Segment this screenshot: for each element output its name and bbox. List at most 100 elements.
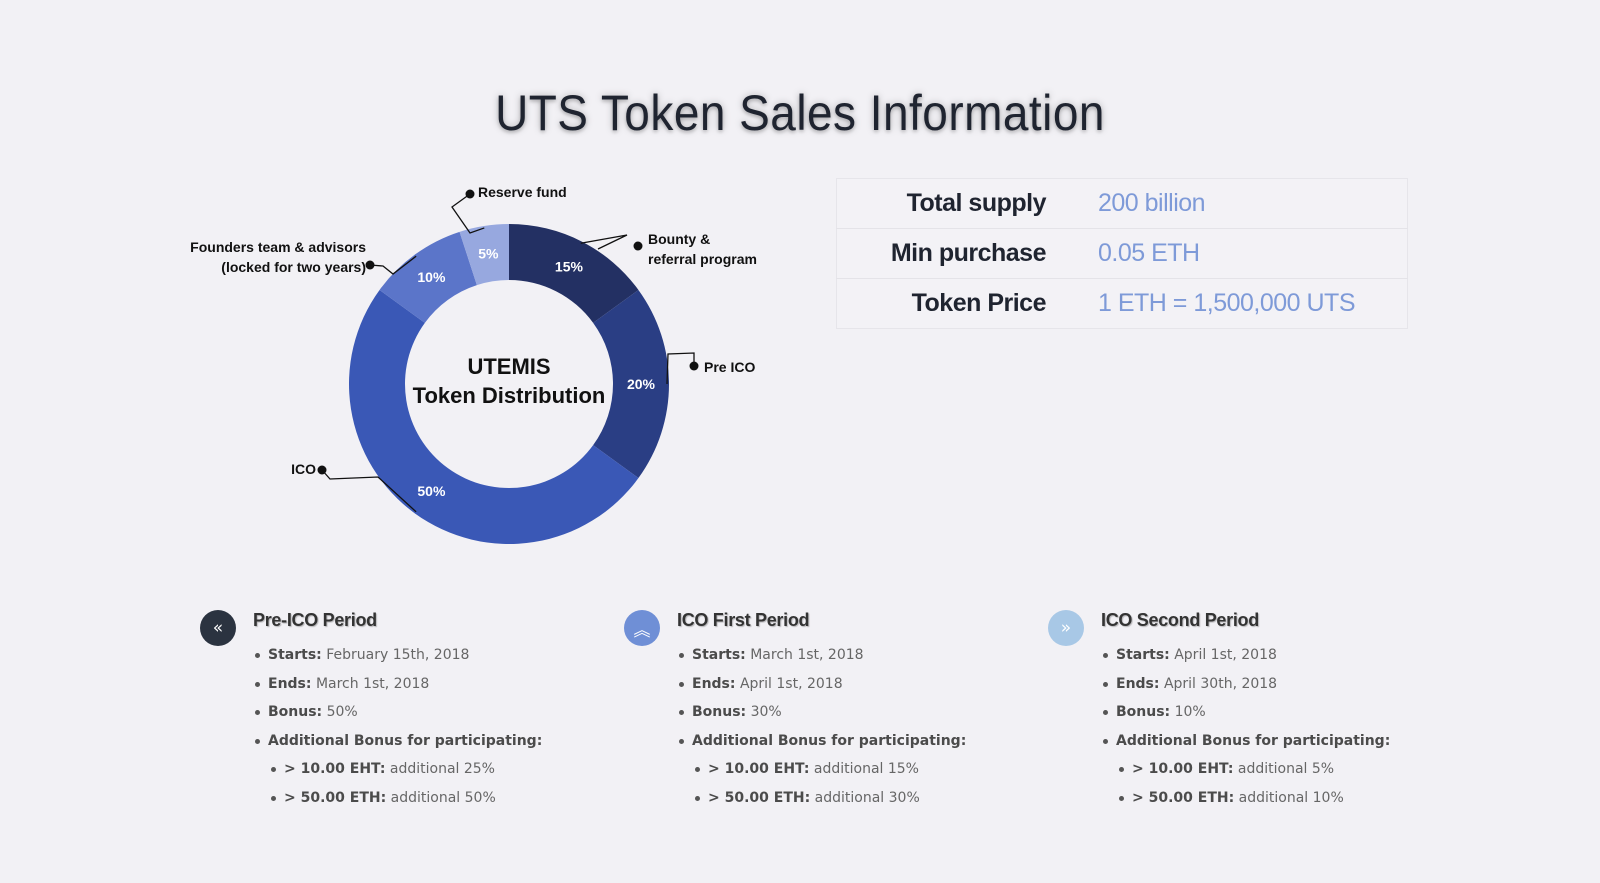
slice-percent-label: 10% [417,269,446,285]
leader-line [321,469,417,513]
tier2-label: > 50.00 ETH: [1132,789,1235,806]
info-value: 1 ETH = 1,500,000 UTS [1098,289,1356,317]
period-details-list: Starts: February 15th, 2018 Ends: March … [253,641,542,812]
donut-slice-reserve-fund [459,224,509,286]
info-row-min-purchase: Min purchase 0.05 ETH [836,229,1408,279]
starts-value: February 15th, 2018 [326,647,470,663]
list-item: > 10.00 EHT: additional 25% [269,755,542,784]
token-distribution-donut-chart: 15% 20% 50% 10% 5% Bounty & referral program P… [190,184,757,545]
additional-bonus-label: Additional Bonus for participating: [268,732,543,749]
info-value: 200 billion [1098,189,1206,217]
leader-dot [689,361,699,371]
slice-percent-label: 20% [627,376,656,392]
donut-center-label-line2: Token Distribution [413,383,606,408]
leader-dot [365,260,375,270]
slice-category-label: referral program [648,251,757,267]
tier1-label: > 10.00 EHT: [284,761,386,777]
ends-label: Ends: [692,675,736,692]
info-label: Total supply [906,189,1047,217]
token-info-table: Total supply 200 billion Min purchase 0.… [836,178,1408,329]
list-item: Bonus: 10% [1101,698,1390,727]
donut-center-label-line1: UTEMIS [467,354,550,379]
double-chevron-up-icon: ︽ [624,610,660,646]
list-item: > 50.00 ETH: additional 50% [269,784,542,813]
donut-slice-founders-team-advisors-locked-for-two-years [379,231,477,323]
starts-label: Starts: [692,647,746,663]
list-item: Bonus: 50% [253,698,542,727]
leader-line [451,193,485,234]
list-item: Starts: March 1st, 2018 [677,641,966,670]
starts-value: March 1st, 2018 [750,647,864,663]
tier1-label: > 10.00 EHT: [708,761,810,777]
list-item: Additional Bonus for participating: [1101,727,1390,756]
page-title: UTS Token Sales Information [495,84,1105,141]
slice-category-label: Pre ICO [704,359,755,375]
bonus-value: 50% [326,704,358,720]
additional-bonus-label: Additional Bonus for participating: [692,732,967,749]
starts-label: Starts: [268,647,322,663]
leader-dot [465,189,475,199]
donut-slice-ico [349,289,639,545]
tier1-value: additional 5% [1237,761,1335,777]
bonus-label: Bonus: [1116,704,1171,720]
list-item: Ends: March 1st, 2018 [253,670,542,699]
tier1-value: additional 15% [813,761,919,777]
leader-line [580,234,628,250]
double-chevron-left-icon: « [200,610,236,646]
double-chevron-right-icon: » [1048,610,1084,646]
period-title: Pre-ICO Period [253,610,377,630]
ends-value: April 30th, 2018 [1163,675,1278,692]
tier2-label: > 50.00 ETH: [284,789,387,806]
slice-category-label: Reserve fund [478,184,567,200]
ends-value: April 1st, 2018 [739,675,843,692]
slice-percent-label: 50% [417,483,446,499]
tier1-label: > 10.00 EHT: [1132,761,1234,777]
ends-label: Ends: [268,675,312,692]
list-item: Additional Bonus for participating: [677,727,966,756]
list-item: > 10.00 EHT: additional 15% [693,755,966,784]
period-details-list: Starts: April 1st, 2018 Ends: April 30th… [1101,641,1390,812]
list-item: Ends: April 1st, 2018 [677,670,966,699]
tier2-label: > 50.00 ETH: [708,789,811,806]
starts-label: Starts: [1116,647,1170,663]
ends-value: March 1st, 2018 [315,675,430,692]
info-row-token-price: Token Price 1 ETH = 1,500,000 UTS [837,279,1408,329]
bonus-label: Bonus: [692,704,747,720]
period-title: ICO First Period [677,610,810,630]
slice-category-label: Founders team & advisors [190,239,366,255]
list-item: > 10.00 EHT: additional 5% [1117,755,1390,784]
leader-dot [633,241,643,251]
info-value: 0.05 ETH [1098,239,1200,267]
bonus-label: Bonus: [268,704,323,720]
list-item: Additional Bonus for participating: [253,727,542,756]
tier2-value: additional 30% [814,789,920,806]
info-row-total-supply: Total supply 200 billion [836,179,1408,229]
donut-slice-bounty-referral-program [509,224,639,323]
leader-dot [317,465,327,475]
leader-line [666,352,695,385]
tier1-value: additional 25% [389,761,495,777]
bonus-value: 10% [1174,704,1206,720]
period-details-list: Starts: March 1st, 2018 Ends: April 1st,… [677,641,966,812]
list-item: > 50.00 ETH: additional 30% [693,784,966,813]
ends-label: Ends: [1116,675,1160,692]
list-item: Starts: February 15th, 2018 [253,641,542,670]
list-item: Bonus: 30% [677,698,966,727]
starts-value: April 1st, 2018 [1174,647,1277,663]
bonus-value: 30% [750,704,782,720]
list-item: Ends: April 30th, 2018 [1101,670,1390,699]
tier2-value: additional 50% [390,789,496,806]
slice-percent-label: 5% [478,246,499,262]
additional-bonus-label: Additional Bonus for participating: [1116,732,1391,749]
donut-slice-pre-ico [593,289,670,479]
info-label: Min purchase [890,239,1047,267]
list-item: Starts: April 1st, 2018 [1101,641,1390,670]
list-item: > 50.00 ETH: additional 10% [1117,784,1390,813]
slice-category-label: (locked for two years) [221,259,366,275]
slice-category-label: ICO [291,461,316,477]
leader-line [369,255,417,275]
info-label: Token Price [911,289,1047,317]
period-title: ICO Second Period [1101,610,1259,630]
slice-percent-label: 15% [555,258,584,274]
slice-category-label: Bounty & [648,231,710,247]
